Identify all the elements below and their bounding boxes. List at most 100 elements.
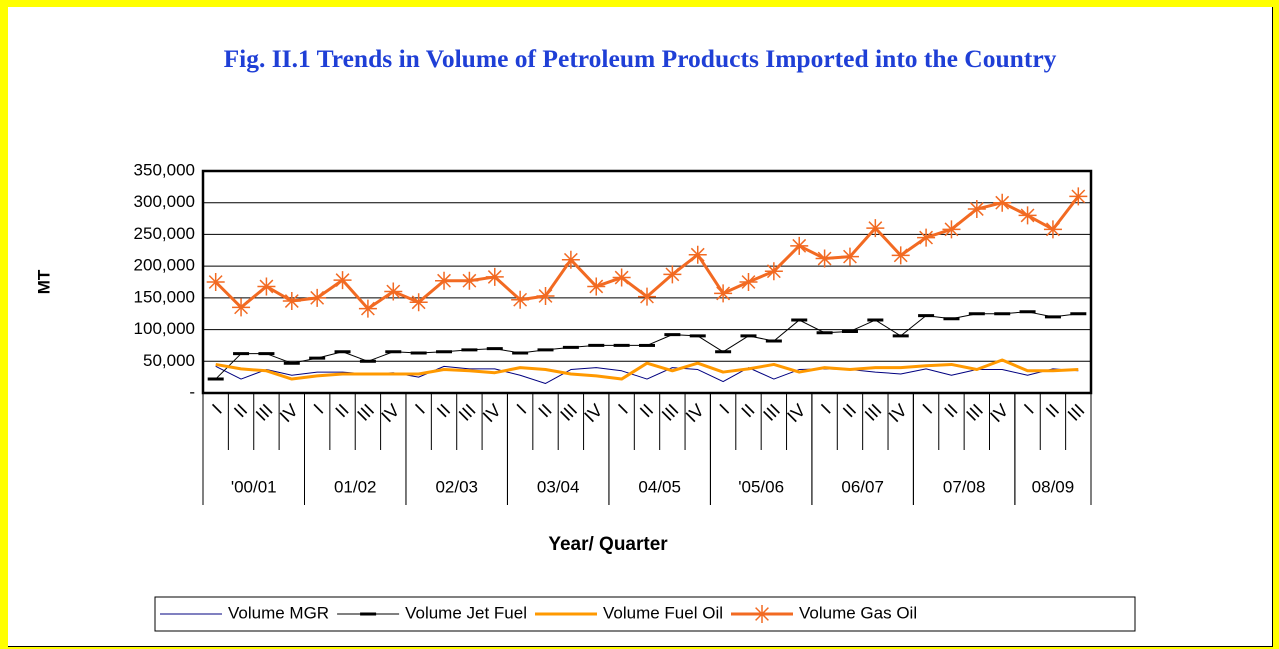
legend-label: Volume MGR	[228, 603, 329, 622]
marker	[764, 262, 783, 281]
plot-border	[201, 169, 1093, 395]
x-tick-label: III	[556, 400, 581, 425]
marker	[308, 288, 327, 307]
marker	[612, 268, 631, 287]
x-tick-label: I	[919, 400, 937, 418]
x-tick-label: I	[208, 400, 226, 418]
x-tick-label: IV	[885, 400, 911, 426]
group-label: '00/01	[231, 477, 277, 496]
marker	[967, 200, 986, 219]
group-label: 07/08	[943, 477, 986, 496]
marker	[866, 219, 885, 238]
x-tick-label: I	[310, 400, 328, 418]
marker	[1043, 220, 1062, 239]
marker	[409, 293, 428, 312]
y-tick-label: -	[189, 382, 195, 401]
marker	[739, 273, 758, 291]
x-tick-label: III	[1064, 400, 1089, 425]
group-label: '05/06	[738, 477, 784, 496]
y-tick-label: 200,000	[134, 256, 195, 275]
marker	[815, 249, 834, 268]
x-tick-label: II	[332, 400, 353, 421]
series-line	[215, 358, 1079, 381]
chart-frame	[8, 7, 1273, 647]
y-axis-label: MT	[34, 269, 53, 294]
marker	[753, 605, 771, 623]
x-tick-label: IV	[783, 400, 809, 426]
y-tick-label: 50,000	[143, 351, 195, 370]
y-tick-label: 300,000	[134, 192, 195, 211]
marker	[891, 246, 910, 265]
marker	[1018, 206, 1037, 225]
marker	[714, 284, 733, 303]
marker	[206, 273, 225, 291]
x-tick-label: II	[230, 400, 251, 421]
x-tick-label: III	[353, 400, 378, 425]
marker	[663, 265, 682, 284]
group-label: 03/04	[537, 477, 580, 496]
y-tick-label: 150,000	[134, 287, 195, 306]
x-tick-label: II	[737, 400, 758, 421]
x-tick-label: I	[513, 400, 531, 418]
x-tick-label: III	[962, 400, 987, 425]
x-tick-label: I	[1020, 400, 1038, 418]
y-tick-label: 350,000	[134, 160, 195, 179]
group-label: 08/09	[1032, 477, 1075, 496]
x-tick-label: III	[658, 400, 683, 425]
marker	[435, 271, 454, 290]
x-tick-label: II	[940, 400, 961, 421]
x-tick-label: II	[1042, 400, 1063, 421]
marker	[1069, 187, 1088, 206]
marker	[460, 271, 479, 290]
marker	[384, 282, 403, 301]
legend-box	[154, 596, 1136, 632]
marker	[688, 245, 707, 264]
x-axis-label: Year/ Quarter	[548, 534, 668, 555]
marker	[993, 193, 1012, 212]
x-tick-label: I	[716, 400, 734, 418]
x-tick-label: I	[614, 400, 632, 418]
group-label: 01/02	[334, 477, 377, 496]
legend-label: Volume Fuel Oil	[603, 603, 723, 622]
marker	[257, 277, 276, 296]
x-tick-label: III	[252, 400, 277, 425]
x-tick-label: I	[817, 400, 835, 418]
x-tick-label: IV	[986, 400, 1012, 426]
marker	[282, 292, 301, 311]
marker	[917, 228, 936, 247]
chart-title: Fig. II.1 Trends in Volume of Petroleum …	[223, 44, 1057, 73]
y-tick-label: 250,000	[134, 224, 195, 243]
x-tick-label: IV	[580, 400, 606, 426]
x-tick-label: III	[861, 400, 886, 425]
legend-label: Volume Jet Fuel	[405, 603, 527, 622]
marker	[232, 298, 251, 317]
x-tick-label: II	[839, 400, 860, 421]
marker	[561, 250, 580, 269]
marker	[333, 271, 352, 290]
marker	[587, 277, 606, 296]
x-tick-label: I	[411, 400, 429, 418]
group-label: 02/03	[435, 477, 478, 496]
group-label: 06/07	[841, 477, 884, 496]
group-label: 04/05	[638, 477, 681, 496]
marker	[638, 287, 656, 306]
marker	[942, 220, 961, 239]
marker	[511, 290, 530, 309]
x-tick-label: IV	[377, 400, 403, 426]
marker	[536, 286, 555, 305]
x-tick-label: II	[636, 400, 657, 421]
marker	[485, 267, 504, 286]
marker	[790, 236, 809, 255]
x-tick-label: II	[534, 400, 555, 421]
legend-label: Volume Gas Oil	[799, 603, 917, 622]
marker	[358, 299, 377, 318]
x-tick-label: III	[455, 400, 480, 425]
x-tick-label: IV	[276, 400, 302, 426]
y-tick-label: 100,000	[134, 319, 195, 338]
x-tick-label: II	[433, 400, 454, 421]
x-tick-label: IV	[682, 400, 708, 426]
x-tick-label: III	[759, 400, 784, 425]
x-tick-label: IV	[479, 400, 505, 426]
